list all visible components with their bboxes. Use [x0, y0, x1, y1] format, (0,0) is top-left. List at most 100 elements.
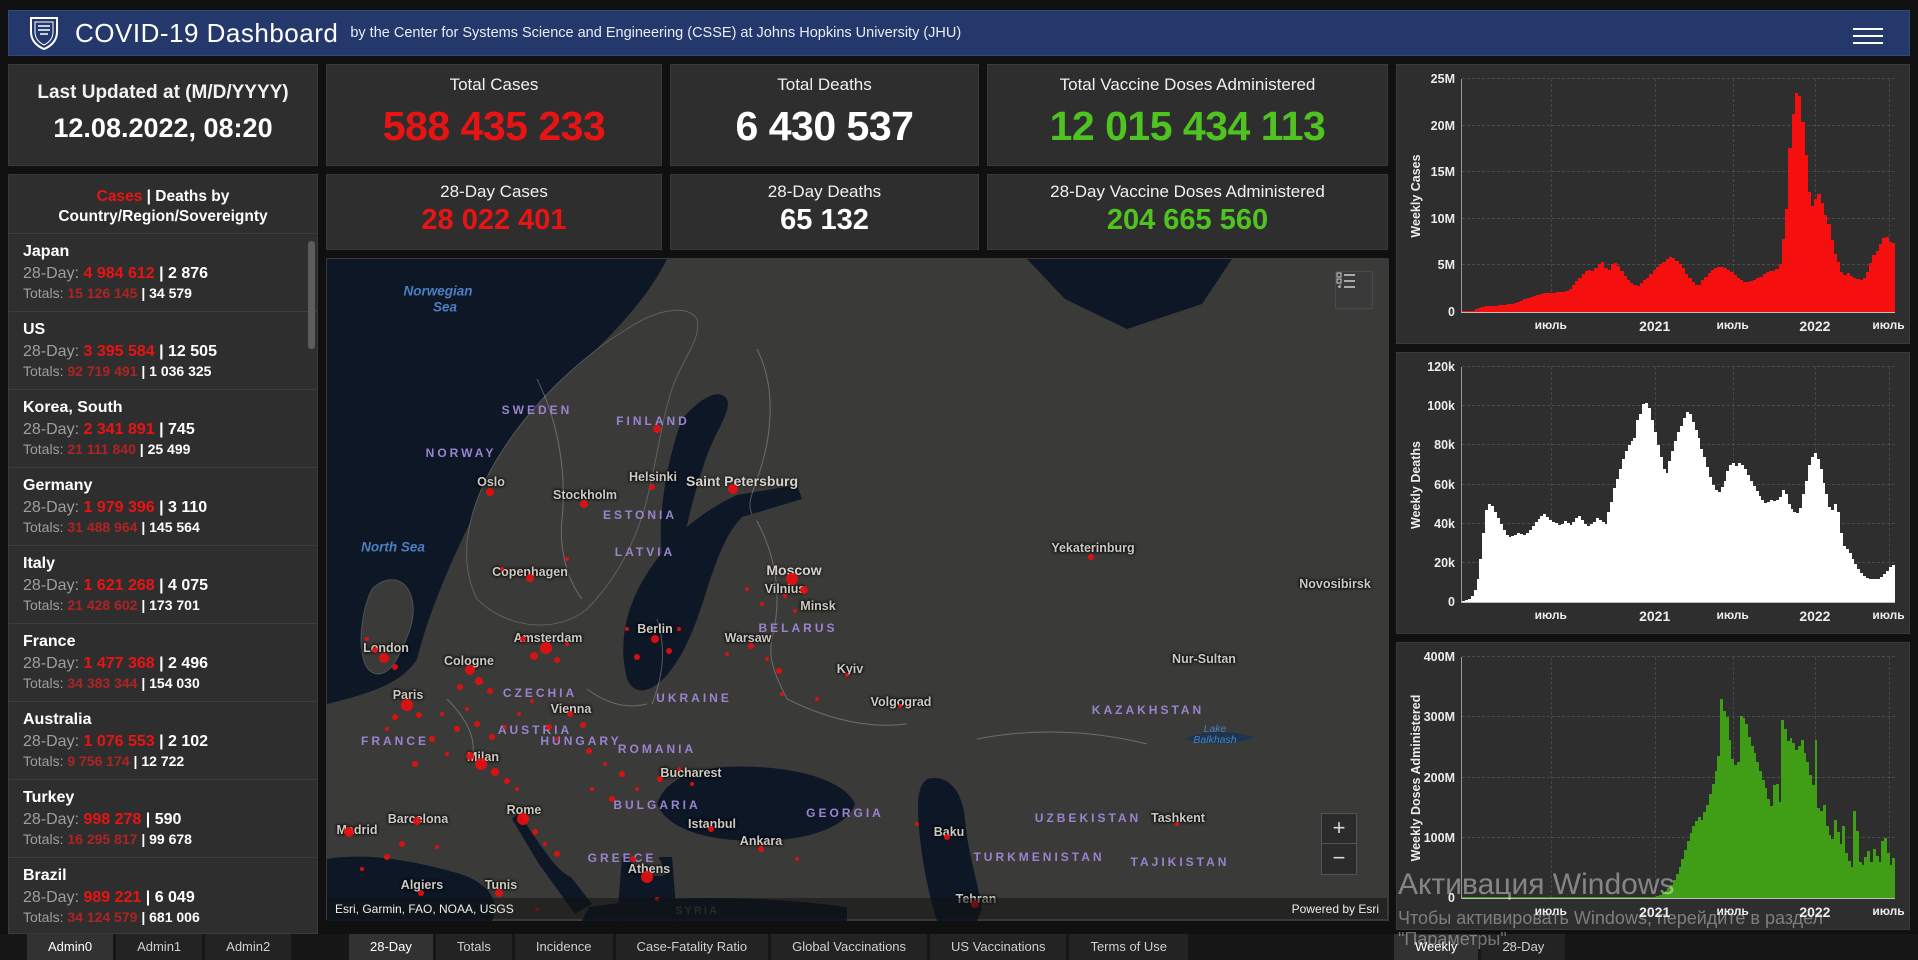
separator: | — [137, 285, 150, 301]
tab-28-day[interactable]: 28-Day — [349, 934, 433, 960]
world-map[interactable]: Norwegian Sea North Sea NORWAY SWEDEN FINLAND… — [326, 258, 1389, 921]
chart-bar — [1691, 282, 1695, 312]
28day-deaths: 2 102 — [168, 733, 209, 750]
tab-case-fatality-ratio[interactable]: Case-Fatality Ratio — [615, 934, 769, 960]
tab-admin0[interactable]: Admin0 — [27, 934, 114, 960]
separator: | — [154, 343, 169, 360]
chart-bar — [1746, 474, 1750, 602]
chart-bar — [1682, 417, 1686, 602]
chart-bar — [1500, 305, 1505, 312]
chart-bar — [1694, 284, 1699, 312]
country-row[interactable]: Korea, South 28-Day: 2 341 891 | 745 Total… — [9, 389, 317, 467]
chart-bar — [1584, 523, 1588, 602]
x-tick-label: июль — [1534, 608, 1567, 622]
chart-bar — [1600, 261, 1605, 312]
list-scrollbar-thumb[interactable] — [308, 241, 315, 349]
menu-icon[interactable] — [1853, 23, 1883, 45]
chart-bar — [1526, 298, 1531, 312]
chart-bar — [1700, 819, 1704, 898]
case-bubble — [546, 724, 552, 730]
chart-bar — [1720, 267, 1724, 312]
app-title: COVID-19 Dashboard — [75, 17, 339, 48]
tab-totals[interactable]: Totals — [435, 934, 512, 960]
tab-weekly[interactable]: Weekly — [1394, 934, 1479, 960]
chart-bar — [1731, 759, 1735, 898]
chart-bar — [1568, 288, 1573, 312]
chart-bar — [1806, 762, 1810, 898]
chart-bar — [1617, 897, 1621, 898]
tab-admin2[interactable]: Admin2 — [205, 934, 292, 960]
zoom-in-button[interactable]: + — [1321, 813, 1357, 844]
chart-bar — [1722, 711, 1726, 898]
chart-bar — [1620, 897, 1624, 898]
chart-bar — [1609, 897, 1613, 898]
chart-bar — [1697, 284, 1702, 312]
case-bubble — [657, 776, 663, 782]
chart-bar — [1467, 599, 1471, 602]
case-bubble — [530, 699, 534, 703]
chart-bar — [1523, 897, 1526, 898]
chart-bar — [1732, 462, 1736, 602]
tab-global-vaccinations[interactable]: Global Vaccinations — [771, 934, 928, 960]
chart-bar — [1758, 771, 1762, 898]
country-28day-line: 28-Day: 4 984 612 | 2 876 — [23, 263, 311, 284]
chart-bar — [1665, 472, 1669, 602]
country-totals-line: Totals: 15 126 145 | 34 579 — [23, 284, 311, 303]
country-row[interactable]: Japan 28-Day: 4 984 612 | 2 876 Totals: 15… — [9, 233, 317, 311]
case-bubble — [649, 484, 655, 490]
chart-weekly-deaths: Weekly Deaths 0 20k 40k 60k 80k 100k 120k июль 20… — [1396, 352, 1910, 634]
case-bubble — [815, 697, 819, 701]
tab-incidence[interactable]: Incidence — [514, 934, 613, 960]
chart-bar — [1598, 519, 1602, 602]
case-bubble — [619, 771, 625, 777]
case-bubble — [517, 813, 529, 825]
tab-28-day[interactable]: 28-Day — [1481, 934, 1566, 960]
chart-bar — [1575, 517, 1579, 602]
chart-bar — [1564, 897, 1568, 898]
case-bubble — [677, 767, 681, 771]
country-row[interactable]: Australia 28-Day: 1 076 553 | 2 102 Totals… — [9, 701, 317, 779]
chart-bar — [1531, 525, 1535, 602]
chart-bar — [1831, 838, 1835, 898]
country-totals-line: Totals: 9 756 174 | 12 722 — [23, 752, 311, 771]
chart-bar — [1486, 897, 1490, 898]
total-deaths: 1 036 325 — [149, 363, 212, 379]
chart-bar — [1752, 486, 1756, 602]
attribution-text: Esri, Garmin, FAO, NOAA, USGS — [335, 901, 514, 916]
zoom-out-button[interactable]: − — [1321, 844, 1357, 875]
chart-bar — [1656, 896, 1660, 898]
chart-bar — [1840, 271, 1844, 312]
country-row[interactable]: Brazil 28-Day: 989 221 | 6 049 Totals: 34 … — [9, 857, 317, 933]
chart-bar — [1626, 280, 1631, 312]
chart-bar — [1785, 209, 1789, 312]
chart-bar — [1820, 810, 1823, 898]
country-28day-line: 28-Day: 3 395 584 | 12 505 — [23, 341, 311, 362]
chart-bar — [1889, 864, 1893, 898]
country-row[interactable]: Germany 28-Day: 1 979 396 | 3 110 Totals: … — [9, 467, 317, 545]
case-bubble — [653, 425, 661, 433]
country-row[interactable]: France 28-Day: 1 477 368 | 2 496 Totals: 3… — [9, 623, 317, 701]
country-row[interactable]: US 28-Day: 3 395 584 | 12 505 Totals: 92 7… — [9, 311, 317, 389]
tab-us-vaccinations[interactable]: US Vaccinations — [930, 934, 1067, 960]
chart-bar — [1843, 274, 1847, 312]
chart-bar — [1772, 784, 1776, 898]
tab-terms-of-use[interactable]: Terms of Use — [1069, 934, 1189, 960]
chart-bar — [1862, 277, 1867, 312]
map-legend-button[interactable] — [1335, 271, 1373, 309]
chart-bar — [1672, 879, 1676, 898]
gridline-vertical — [1550, 79, 1552, 312]
country-row[interactable]: Italy 28-Day: 1 621 268 | 4 075 Totals: 21… — [9, 545, 317, 623]
totals-label: Totals: — [23, 597, 68, 613]
header-bar: COVID-19 Dashboard by the Center for Sys… — [8, 10, 1910, 56]
tab-admin1[interactable]: Admin1 — [116, 934, 203, 960]
chart-bar — [1822, 804, 1826, 898]
case-bubble — [526, 574, 534, 582]
separator: | — [137, 363, 150, 379]
chart-bar — [1867, 851, 1871, 898]
case-bubble — [532, 829, 538, 835]
chart-bar — [1703, 457, 1707, 602]
chart-bar — [1546, 516, 1550, 602]
chart-bar — [1684, 849, 1687, 898]
country-row[interactable]: Turkey 28-Day: 998 278 | 590 Totals: 16 29… — [9, 779, 317, 857]
chart-bar — [1488, 504, 1492, 602]
